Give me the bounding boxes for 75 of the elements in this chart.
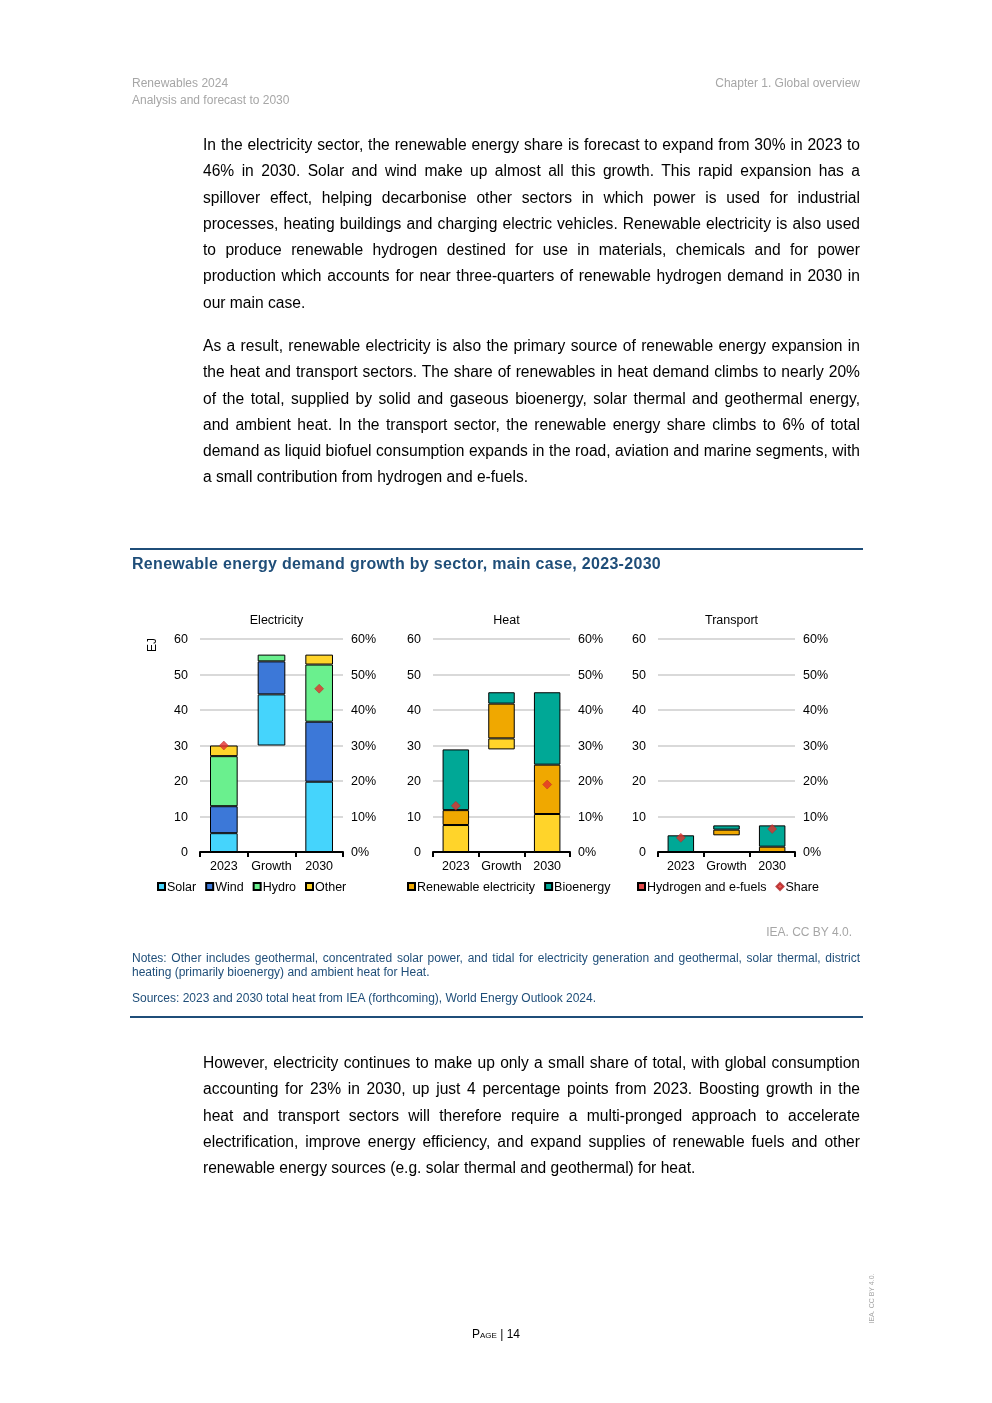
y-tick-label: 20 [407,774,422,788]
legend-label: Hydro [262,879,297,894]
legend-label: Solar [167,879,197,894]
text: Page | 14 [471,1327,521,1341]
legend-label: Share [785,879,819,894]
y2-tick-label: 10% [351,809,377,824]
y2-tick-label: 30% [578,738,604,753]
text: As a result, renewable electricity is also the primary source of renewable energy expansion in the heat and transport sectors. The share of renewables in heat demand climbs to nearly 20% of the total, supplied by solid and gaseous bioenergy, solar thermal and geothermal energy, and ambient heat. In the transport sector, the renewable energy share climbs to 6% of total demand as liquid biofuel consumption expands in the road, aviation and marine segments, with a small contribution from hydrogen and e-fuels. [203,336,860,488]
y2-tick-label: 60% [803,632,829,646]
y2-tick-label: 20% [803,774,829,788]
legend-label: Renewable electricity [417,879,536,894]
y2-tick-label: 60% [578,632,604,646]
x-tick-label: 2030 [758,858,787,873]
y2-tick-label: 0% [803,845,822,859]
y2-tick-label: 0% [351,845,370,859]
text: In the electricity sector, the renewable energy share is forecast to expand from 30% in 2023 to 46% in 2030. Solar and wind make up almost all this growth. This rapid expansion has a spillover effect, helping decarbonise other sectors in which power is used for industrial processes, heating buildings and charging electric vehicles. Renewable electricity is also used to produce renewable hydrogen destined for use in materials, chemicals and for power production which accounts for near three-quarters of renewable hydrogen demand in 2030 in our main case. [203,135,860,313]
y-tick-label: 60 [407,632,422,646]
y-tick-label: 50 [174,667,189,682]
y-tick-label: 10 [174,809,189,824]
y2-tick-label: 50% [578,667,604,682]
legend-label: Other [315,879,347,894]
y2-tick-label: 40% [351,703,377,717]
y-tick-label: 60 [632,632,647,646]
x-tick-label: 2030 [305,858,334,873]
y-tick-label: 50 [407,667,422,682]
y-tick-label: 20 [174,774,189,788]
y-axis-title: EJ [145,637,159,652]
y-tick-label: 40 [174,703,189,717]
y-tick-label: 10 [407,809,422,824]
x-tick-label: 2023 [209,858,238,873]
y-tick-label: 30 [174,738,189,753]
legend-label: Bioenergy [554,879,612,894]
x-tick-label: 2030 [533,858,562,873]
y-tick-label: 40 [632,703,647,717]
y-tick-label: 60 [174,632,189,646]
y-tick-label: 0 [639,845,647,859]
text: Notes: Other includes geothermal, concentrated solar power, and tidal for electricity generation and geothermal, solar thermal, district heating (primarily bioenergy) and ambient heat for Heat. [132,951,860,979]
chart-title: Electricity [249,612,304,627]
y-tick-label: 40 [407,703,422,717]
x-tick-label: 2023 [666,858,695,873]
y2-tick-label: 30% [803,738,829,753]
x-tick-label: Growth [706,858,747,873]
y2-tick-label: 60% [351,632,377,646]
x-tick-label: 2023 [441,858,470,873]
y2-tick-label: 20% [578,774,604,788]
y2-tick-label: 50% [351,667,377,682]
legend-label: Hydrogen and e-fuels [647,879,767,894]
y-tick-label: 20 [632,774,647,788]
text: Chapter 1. Global overview [715,76,860,90]
y2-tick-label: 40% [578,703,604,717]
y2-tick-label: 10% [803,809,829,824]
y-tick-label: 30 [632,738,647,753]
y2-tick-label: 0% [578,845,597,859]
source-note: Sources: 2023 and 2030 total heat from IEA (forthcoming), World Energy Outlook 2024. [132,991,598,1005]
y-tick-label: 0 [181,845,189,859]
y-tick-label: 30 [407,738,422,753]
y2-tick-label: 50% [803,667,829,682]
y-tick-label: 50 [632,667,647,682]
text: Renewable energy demand growth by sector, main case, 2023-2030 [132,555,662,573]
y2-tick-label: 10% [578,809,604,824]
x-tick-label: Growth [481,858,522,873]
legend-label: Wind [215,879,244,894]
y2-tick-label: 30% [351,738,377,753]
bar [713,829,740,836]
text: IEA. CC BY 4.0. [766,925,852,939]
text: However, electricity continues to make up only a small share of total, with global consumption accounting for 23% in 2030, up just 4 percentage points from 2023. Boosting growth in the heat and transport sectors will therefore require a multi-pronged approach to accelerate electrification, improve energy efficiency, and expand supplies of renewable fuels and other renewable energy sources (e.g. solar thermal and geothermal) for heat. [203,1053,860,1179]
y2-tick-label: 40% [803,703,829,717]
y-tick-label: 10 [632,809,647,824]
chart-title: Heat [493,612,521,627]
x-tick-label: Growth [251,858,292,873]
chart-title: Transport [704,612,759,627]
text: Renewables 2024 [132,76,229,90]
text: Analysis and forecast to 2030 [132,93,290,107]
y2-tick-label: 20% [351,774,377,788]
y-tick-label: 0 [414,845,422,859]
